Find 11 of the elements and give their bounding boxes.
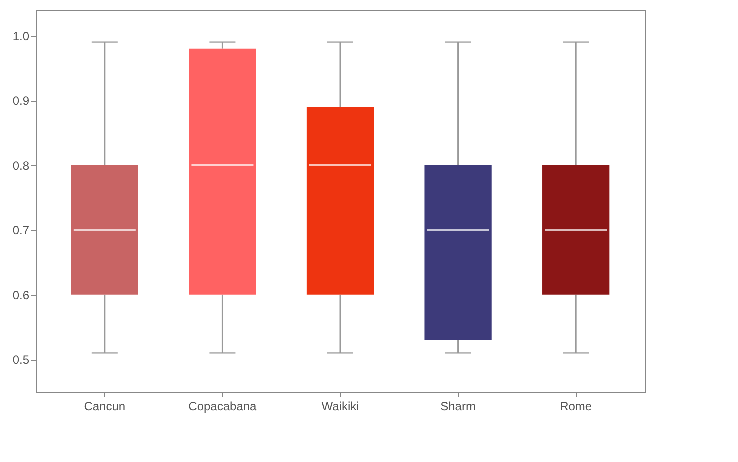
x-tick-label: Sharm bbox=[440, 400, 476, 414]
y-tick-label: 0.6 bbox=[12, 288, 30, 302]
y-tick-label: 0.5 bbox=[12, 353, 30, 368]
x-tick-label: Waikiki bbox=[322, 400, 360, 414]
y-tick-label: 0.8 bbox=[12, 158, 30, 173]
x-tick-label: Cancun bbox=[84, 400, 126, 414]
x-tick-label: Copacabana bbox=[188, 400, 258, 414]
y-tick-label: 1.0 bbox=[12, 29, 30, 44]
x-tick-label: Rome bbox=[560, 400, 592, 414]
y-tick-label: 0.9 bbox=[12, 94, 30, 108]
y-tick-label: 0.7 bbox=[12, 224, 30, 238]
